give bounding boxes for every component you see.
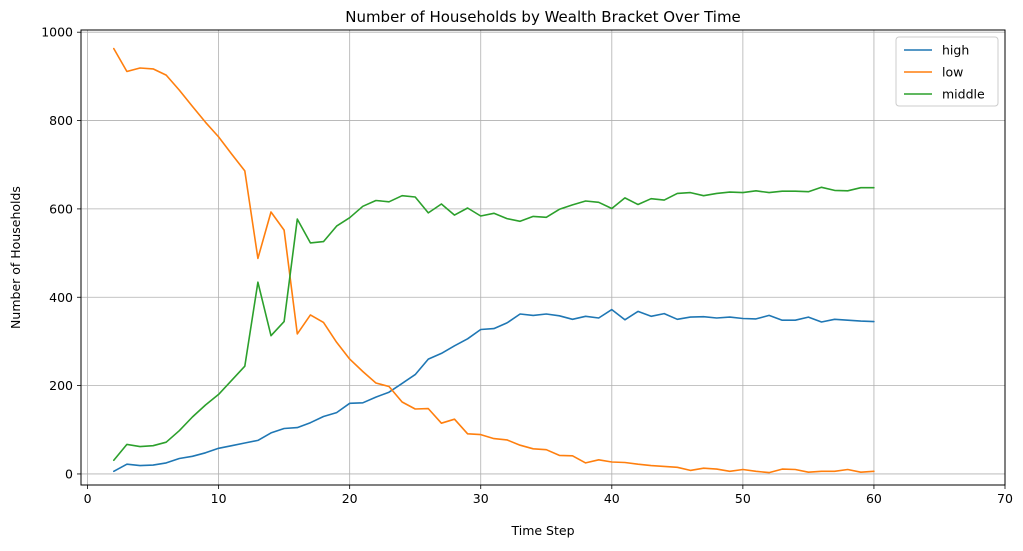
legend-label-low: low [942,65,963,80]
legend: high low middle [895,36,999,107]
chart-title: Number of Households by Wealth Bracket O… [345,8,741,26]
x-tick-label: 30 [473,491,489,506]
series-line-low [113,47,875,474]
x-axis-title: Time Step [510,523,574,538]
legend-label-high: high [942,43,969,58]
legend-label-middle: middle [942,87,985,102]
x-tick-label: 50 [735,491,751,506]
legend-box [895,36,999,107]
y-tick-label: 400 [49,290,73,305]
y-axis-title: Number of Households [8,186,23,329]
plot-frame [80,29,1006,486]
y-tick-label: 0 [65,466,73,481]
x-tick-label: 10 [211,491,227,506]
x-tick-label: 20 [342,491,358,506]
y-tick-label: 800 [49,113,73,128]
y-tick-label: 200 [49,378,73,393]
series-line-middle [113,186,875,462]
y-tick-label: 600 [49,201,73,216]
x-tick-label: 0 [84,491,92,506]
x-tick-label: 70 [997,491,1013,506]
y-tick-label: 1000 [41,25,73,40]
x-tick-label: 60 [866,491,882,506]
tick-layer: 0 10 20 30 40 50 60 70 0 200 400 600 800 1000 [41,25,1013,506]
series-line-high [113,308,875,473]
series-layer [113,47,875,474]
x-tick-label: 40 [604,491,620,506]
